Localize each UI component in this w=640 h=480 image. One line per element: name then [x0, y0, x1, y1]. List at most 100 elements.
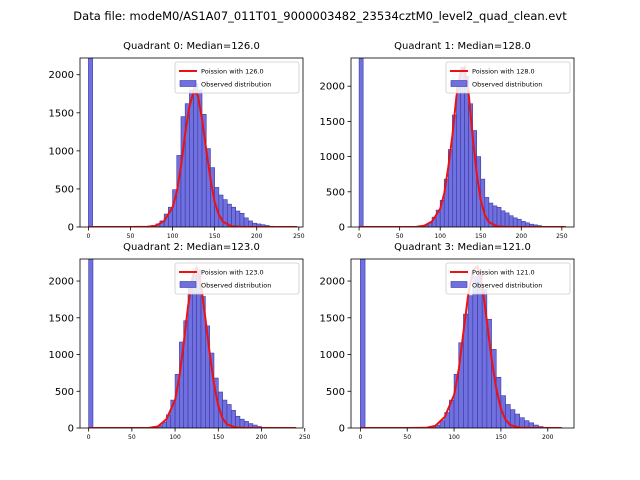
histogram-bar: [243, 217, 249, 227]
histogram-bar: [472, 276, 478, 428]
figure-title: Data file: modeM0/AS1A07_011T01_90000034…: [73, 9, 567, 23]
y-tick-label: 1500: [320, 313, 345, 324]
subplot-title: Quadrant 3: Median=121.0: [394, 242, 531, 253]
legend-box: [445, 262, 571, 295]
histogram-bar: [512, 217, 518, 227]
x-tick-label: 150: [475, 233, 487, 240]
poisson-line: [88, 89, 298, 227]
legend: Poission with 121.0 Observed distribution: [445, 262, 571, 295]
legend-observed-label: Observed distribution: [472, 282, 542, 290]
histogram-bar: [88, 259, 94, 428]
y-tick-label: 2000: [49, 277, 74, 288]
plot-area: [360, 259, 562, 428]
plot-area: [88, 58, 298, 227]
x-tick-label: 200: [251, 233, 263, 240]
y-tick-label: 1500: [49, 313, 74, 324]
y-tick-label: 500: [55, 184, 74, 195]
axes-frame: [350, 57, 575, 228]
x-tick-label: 50: [128, 434, 136, 441]
x-tick-label: 250: [556, 233, 568, 240]
x-tick-label: 50: [127, 233, 135, 240]
x-tick-label: 50: [403, 434, 411, 441]
quadrant-2-plot: 0 50 100 150 200 250 0 500 1000 1500 2000 Quadrant …: [49, 242, 311, 441]
histogram-bar: [508, 215, 514, 227]
x-tick-label: 150: [213, 434, 225, 441]
legend-bar-swatch: [450, 80, 468, 87]
x-tick-label: 0: [358, 434, 362, 441]
y-tick-label: 0: [68, 223, 74, 234]
y-tick-label: 500: [55, 387, 74, 398]
histogram-bar: [504, 212, 510, 227]
y-tick-label: 1000: [320, 350, 345, 361]
subplot-grid: 0 50 100 150 200 2500500100015002000Quadrant …: [49, 41, 575, 441]
quadrant-0-plot: 0 50 100 150 200 250 0 500 1000 1500 2000 Quadrant …: [49, 41, 305, 240]
histogram-bar: [239, 418, 245, 428]
legend-observed-label: Observed distribution: [201, 282, 271, 290]
legend-observed-label: Observed distribution: [201, 81, 271, 89]
histogram-bar: [239, 212, 245, 227]
y-tick-label: 0: [339, 223, 345, 234]
x-tick-label: 0: [87, 434, 91, 441]
y-tick-label: 500: [326, 187, 345, 198]
axes-frame: [79, 258, 304, 429]
legend-observed-label: Observed distribution: [472, 81, 542, 89]
y-tick-label: 1500: [49, 108, 74, 119]
y-tick-label: 1000: [320, 152, 345, 163]
x-tick-label: 100: [167, 233, 179, 240]
subplot-title: Quadrant 1: Median=128.0: [394, 41, 531, 52]
legend-poisson-label: Poission with 128.0: [472, 68, 535, 76]
legend-box: [174, 262, 300, 295]
histogram-bar: [358, 58, 364, 227]
y-tick-label: 0: [339, 424, 345, 435]
x-tick-label: 0: [87, 233, 91, 240]
legend-box: [174, 61, 300, 94]
x-tick-label: 150: [209, 233, 221, 240]
histogram-bar: [500, 210, 506, 227]
y-tick-label: 2000: [49, 70, 74, 81]
histogram-bar: [192, 275, 197, 428]
quadrant-1-plot: 0 50 100 150 200 250 0 500 1000 1500 2000 Quadrant …: [320, 41, 575, 240]
y-tick-label: 2000: [320, 277, 345, 288]
histogram-bar: [193, 83, 199, 227]
legend-poisson-label: Poission with 123.0: [201, 269, 264, 277]
x-tick-label: 100: [448, 434, 460, 441]
x-tick-label: 250: [299, 434, 311, 441]
histogram-bar: [235, 415, 241, 428]
histogram-bar: [467, 295, 474, 428]
y-tick-label: 1500: [320, 117, 345, 128]
x-tick-label: 250: [293, 233, 305, 240]
histogram-bar: [189, 89, 194, 227]
legend-bar-swatch: [450, 281, 468, 288]
axes-frame: [350, 258, 575, 429]
y-tick-label: 1000: [49, 146, 74, 157]
x-tick-label: 100: [434, 233, 446, 240]
histogram-bar: [464, 76, 469, 227]
y-tick-label: 2000: [320, 82, 345, 93]
histogram-bar: [360, 259, 366, 428]
histogram-bar: [235, 210, 241, 227]
x-tick-label: 200: [542, 434, 554, 441]
axes-frame: [79, 57, 304, 228]
x-tick-label: 200: [256, 434, 268, 441]
x-tick-label: 50: [396, 233, 404, 240]
legend-bar-swatch: [179, 281, 197, 288]
histogram-bar: [496, 206, 502, 227]
y-tick-label: 1000: [49, 350, 74, 361]
y-tick-label: 0: [68, 424, 74, 435]
legend-box: [445, 61, 571, 94]
histogram-bar: [231, 206, 236, 227]
x-tick-label: 150: [495, 434, 507, 441]
x-tick-label: 200: [516, 233, 528, 240]
histogram-bar: [516, 218, 522, 227]
legend-poisson-label: Poission with 126.0: [201, 68, 264, 76]
legend: Poission with 126.0 Observed distribution: [174, 61, 300, 94]
histogram-bar: [456, 85, 461, 227]
subplot-title: Quadrant 2: Median=123.0: [123, 242, 260, 253]
legend: Poission with 128.0 Observed distribution: [445, 61, 571, 94]
legend-bar-swatch: [179, 80, 197, 87]
legend: Poission with 123.0 Observed distribution: [174, 262, 300, 295]
x-tick-label: 0: [357, 233, 361, 240]
subplot-title: Quadrant 0: Median=126.0: [123, 41, 260, 52]
